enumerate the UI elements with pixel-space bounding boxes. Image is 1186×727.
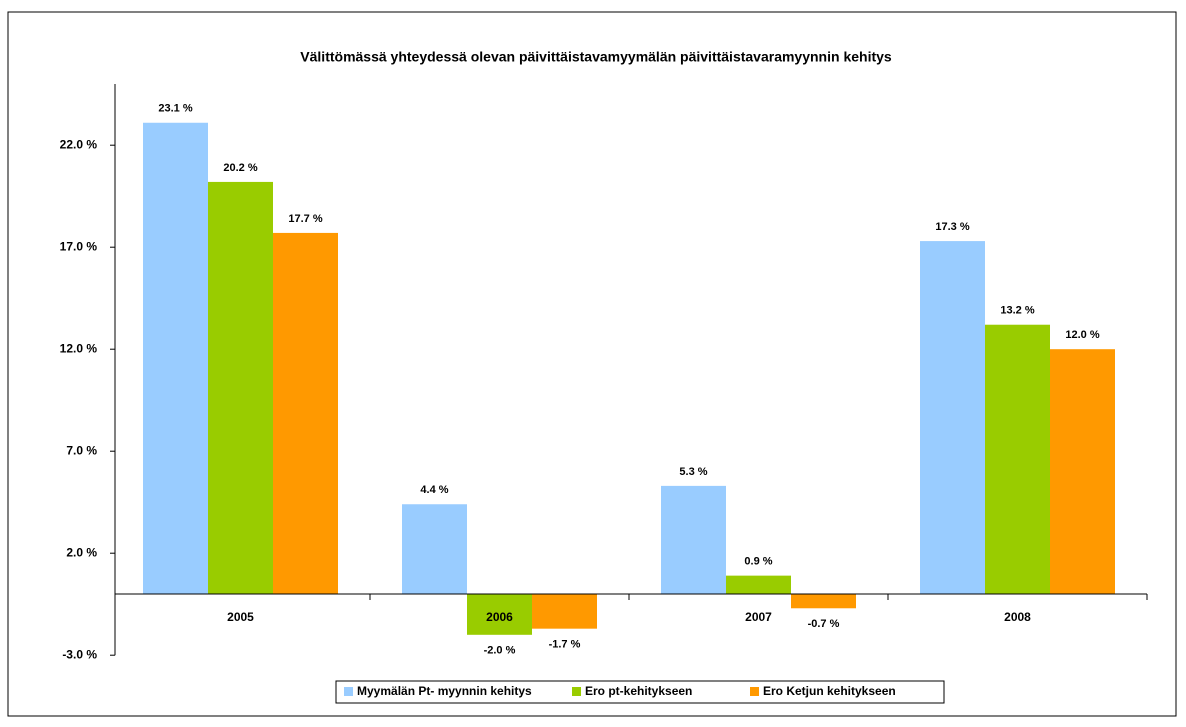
bar xyxy=(143,122,208,594)
value-label: 17.7 % xyxy=(288,213,322,225)
legend-swatch xyxy=(572,687,581,696)
value-label: 20.2 % xyxy=(223,162,257,174)
legend-swatch xyxy=(344,687,353,696)
bar xyxy=(661,485,726,594)
value-label: 13.2 % xyxy=(1000,305,1034,317)
value-label: 0.9 % xyxy=(744,556,772,568)
y-tick-label: 17.0 % xyxy=(60,239,98,253)
value-label: -0.7 % xyxy=(808,618,840,630)
bar xyxy=(532,594,597,629)
x-tick-label: 2007 xyxy=(745,610,772,624)
legend-label: Ero Ketjun kehitykseen xyxy=(763,684,896,698)
legend-label: Ero pt-kehitykseen xyxy=(585,684,692,698)
chart-title: Välittömässä yhteydessä olevan päivittäi… xyxy=(300,49,892,65)
bar xyxy=(1050,349,1115,594)
value-label: -2.0 % xyxy=(484,645,516,657)
value-label: 17.3 % xyxy=(935,221,969,233)
y-tick-label: 2.0 % xyxy=(66,545,97,559)
y-tick-label: 12.0 % xyxy=(60,341,98,355)
bar xyxy=(208,181,273,595)
value-label: 23.1 % xyxy=(158,103,192,115)
value-label: 12.0 % xyxy=(1065,329,1099,341)
legend-swatch xyxy=(750,687,759,696)
bar xyxy=(726,575,791,594)
legend xyxy=(335,680,945,704)
bar xyxy=(920,241,985,594)
x-tick-label: 2008 xyxy=(1004,610,1031,624)
value-label: 5.3 % xyxy=(679,466,707,478)
bar xyxy=(985,324,1050,594)
value-label: 4.4 % xyxy=(420,484,448,496)
bar xyxy=(791,594,856,609)
bar xyxy=(467,594,532,635)
bar xyxy=(402,504,467,594)
x-tick-label: 2005 xyxy=(227,610,254,624)
value-label: -1.7 % xyxy=(549,639,581,651)
y-tick-label: 22.0 % xyxy=(60,137,98,151)
legend-label: Myymälän Pt- myynnin kehitys xyxy=(357,684,532,698)
bar xyxy=(273,232,338,595)
y-tick-label: -3.0 % xyxy=(62,647,97,661)
y-tick-label: 7.0 % xyxy=(66,443,97,457)
x-tick-label: 2006 xyxy=(486,610,513,624)
